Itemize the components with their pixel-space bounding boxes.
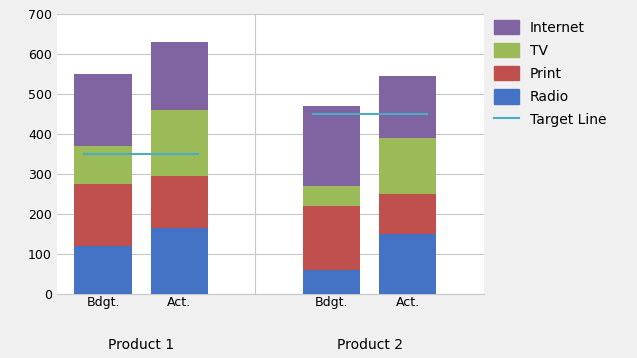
Legend: Internet, TV, Print, Radio, Target Line: Internet, TV, Print, Radio, Target Line: [489, 14, 612, 133]
Text: Product 2: Product 2: [337, 338, 403, 352]
Bar: [151, 42, 208, 110]
Text: Product 1: Product 1: [108, 338, 175, 352]
Bar: [303, 270, 361, 294]
Bar: [151, 228, 208, 294]
Bar: [151, 176, 208, 228]
Bar: [303, 106, 361, 186]
Bar: [75, 74, 132, 146]
Bar: [379, 234, 436, 294]
Bar: [75, 184, 132, 246]
Bar: [303, 186, 361, 206]
Bar: [75, 146, 132, 184]
Bar: [379, 138, 436, 194]
Bar: [75, 246, 132, 294]
Bar: [151, 110, 208, 176]
Bar: [379, 194, 436, 234]
Bar: [379, 76, 436, 138]
Bar: [303, 206, 361, 270]
